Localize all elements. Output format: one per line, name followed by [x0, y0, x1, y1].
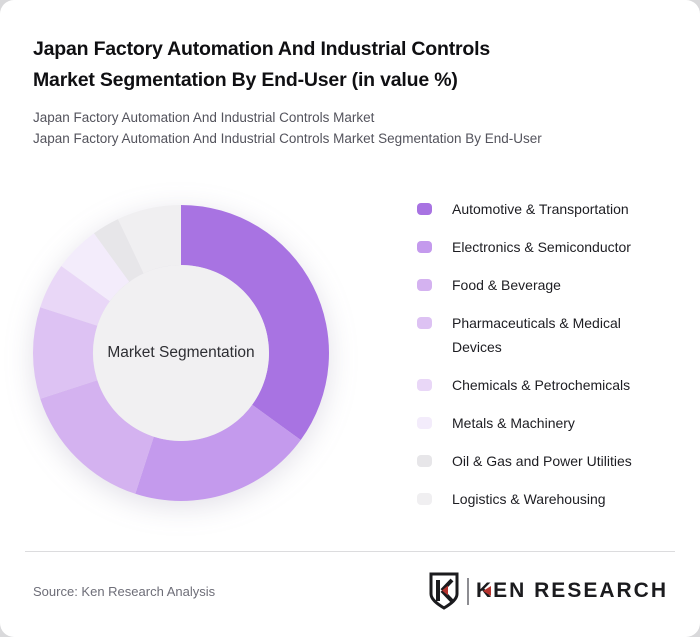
footer: Source: Ken Research Analysis KEN RESEAR…	[33, 566, 668, 616]
donut-svg	[32, 205, 329, 502]
donut-segment-5	[61, 233, 130, 302]
legend-item: Pharmaceuticals & Medical Devices	[417, 311, 670, 359]
subtitle-line1: Japan Factory Automation And Industrial …	[33, 110, 375, 125]
source-text: Source: Ken Research Analysis	[33, 583, 216, 599]
legend-label: Logistics & Warehousing	[452, 491, 606, 507]
legend-label: Chemicals & Petrochemicals	[452, 377, 631, 393]
legend-item: Electronics & Semiconductor	[417, 235, 670, 259]
legend-label: Oil & Gas and Power Utilities	[452, 453, 632, 469]
donut-center-circle	[93, 265, 269, 441]
donut-segment-0	[181, 205, 329, 440]
legend-swatch-icon	[417, 455, 432, 467]
wordmark-red-triangle-icon	[482, 586, 491, 596]
legend-item: Metals & Machinery	[417, 411, 670, 435]
legend-item: Oil & Gas and Power Utilities	[417, 449, 670, 473]
legend-swatch-icon	[417, 279, 432, 291]
page-title-line2: Market Segmentation By End-User (in valu…	[33, 69, 458, 91]
legend-swatch-icon	[417, 317, 432, 329]
shield-k-icon	[429, 572, 459, 610]
legend: Automotive & Transportation Electronics &…	[417, 197, 670, 525]
page-title: Japan Factory Automation And Industrial …	[33, 34, 653, 96]
logo-wordmark-wrap: KEN RESEARCH	[476, 579, 668, 603]
page-title-line1: Japan Factory Automation And Industrial …	[33, 38, 490, 60]
donut-segment-7	[117, 205, 181, 274]
subtitle-block: Japan Factory Automation And Industrial …	[33, 107, 673, 149]
donut-segment-1	[135, 404, 301, 502]
legend-swatch-icon	[417, 203, 432, 215]
legend-item: Automotive & Transportation	[417, 197, 670, 221]
legend-item: Logistics & Warehousing	[417, 487, 670, 511]
legend-item: Chemicals & Petrochemicals	[417, 373, 670, 397]
donut-segment-3	[32, 307, 98, 399]
legend-swatch-icon	[417, 493, 432, 505]
legend-label: Electronics & Semiconductor	[452, 239, 631, 255]
donut-segment-4	[40, 266, 110, 326]
ken-research-logo: KEN RESEARCH	[426, 571, 668, 611]
donut-segment-6	[94, 219, 144, 282]
logo-separator	[466, 577, 469, 605]
legend-swatch-icon	[417, 241, 432, 253]
legend-label: Automotive & Transportation	[452, 201, 629, 217]
legend-swatch-icon	[417, 379, 432, 391]
donut-chart: Market Segmentation	[16, 188, 346, 518]
logo-wordmark: KEN RESEARCH	[475, 579, 668, 602]
subtitle-line2: Japan Factory Automation And Industrial …	[33, 131, 542, 146]
legend-label: Food & Beverage	[452, 277, 561, 293]
footer-divider	[25, 551, 675, 552]
badge-red-triangle-icon	[441, 585, 448, 596]
legend-swatch-icon	[417, 417, 432, 429]
donut-segment-2	[40, 380, 154, 494]
legend-label: Metals & Machinery	[452, 415, 575, 431]
legend-label: Pharmaceuticals & Medical Devices	[452, 315, 621, 355]
legend-item: Food & Beverage	[417, 273, 670, 297]
